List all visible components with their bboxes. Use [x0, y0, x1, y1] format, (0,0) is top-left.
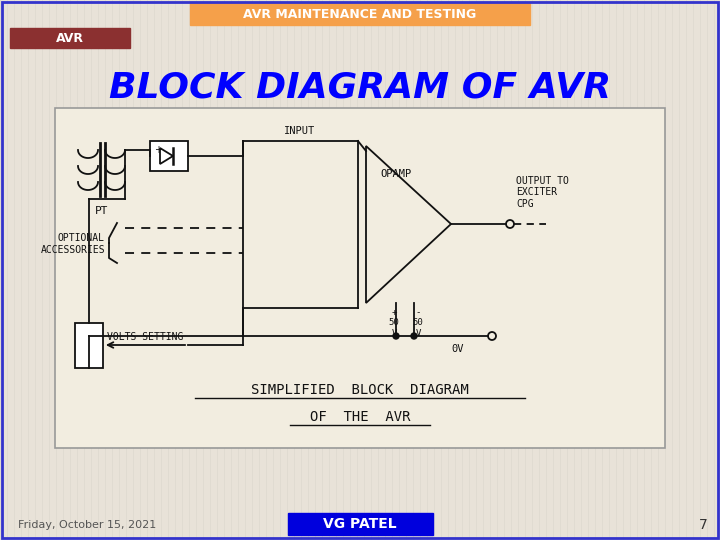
Text: +: + — [154, 145, 162, 155]
Text: VOLTS SETTING: VOLTS SETTING — [107, 332, 183, 342]
Circle shape — [393, 333, 399, 339]
Text: OF  THE  AVR: OF THE AVR — [310, 410, 410, 424]
Text: 7: 7 — [698, 518, 707, 532]
Text: OPAMP: OPAMP — [380, 169, 412, 179]
Text: INPUT: INPUT — [284, 126, 315, 136]
Text: SIMPLIFIED  BLOCK  DIAGRAM: SIMPLIFIED BLOCK DIAGRAM — [251, 383, 469, 397]
Text: AVR MAINTENANCE AND TESTING: AVR MAINTENANCE AND TESTING — [243, 8, 477, 21]
Text: 0V: 0V — [451, 344, 464, 354]
Text: VG PATEL: VG PATEL — [323, 517, 397, 531]
Circle shape — [411, 333, 417, 339]
Bar — [55, 108, 665, 448]
Bar — [150, 141, 188, 171]
Text: AVR: AVR — [56, 31, 84, 44]
Bar — [10, 28, 130, 48]
Text: BLOCK DIAGRAM OF AVR: BLOCK DIAGRAM OF AVR — [109, 71, 611, 105]
Bar — [288, 513, 433, 535]
Text: OPTIONAL
ACCESSORIES: OPTIONAL ACCESSORIES — [40, 233, 105, 255]
Text: Friday, October 15, 2021: Friday, October 15, 2021 — [18, 520, 156, 530]
Text: PT: PT — [95, 206, 109, 216]
Text: -
50
V: - 50 V — [413, 308, 423, 338]
Text: +
50
V: + 50 V — [389, 308, 400, 338]
Text: OUTPUT TO
EXCITER
CPG: OUTPUT TO EXCITER CPG — [516, 176, 569, 209]
Bar — [75, 323, 103, 368]
Bar — [190, 3, 530, 25]
